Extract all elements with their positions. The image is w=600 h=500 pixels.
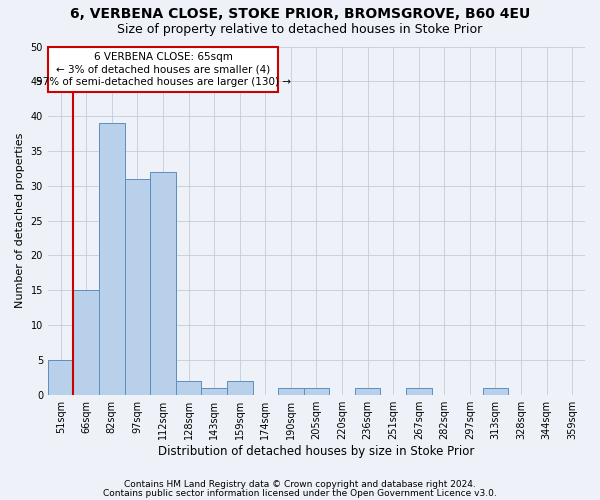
Bar bbox=[355, 388, 380, 394]
Bar bbox=[304, 388, 329, 394]
Bar bbox=[73, 290, 99, 395]
Text: 6, VERBENA CLOSE, STOKE PRIOR, BROMSGROVE, B60 4EU: 6, VERBENA CLOSE, STOKE PRIOR, BROMSGROV… bbox=[70, 8, 530, 22]
Text: ← 3% of detached houses are smaller (4): ← 3% of detached houses are smaller (4) bbox=[56, 64, 270, 74]
Text: 97% of semi-detached houses are larger (130) →: 97% of semi-detached houses are larger (… bbox=[35, 77, 290, 87]
Bar bbox=[202, 388, 227, 394]
Y-axis label: Number of detached properties: Number of detached properties bbox=[15, 133, 25, 308]
Text: 6 VERBENA CLOSE: 65sqm: 6 VERBENA CLOSE: 65sqm bbox=[94, 52, 232, 62]
Bar bbox=[150, 172, 176, 394]
Bar bbox=[125, 179, 150, 394]
Text: Size of property relative to detached houses in Stoke Prior: Size of property relative to detached ho… bbox=[118, 22, 482, 36]
Bar bbox=[278, 388, 304, 394]
Bar bbox=[48, 360, 73, 394]
FancyBboxPatch shape bbox=[48, 46, 278, 92]
Bar bbox=[482, 388, 508, 394]
Bar bbox=[227, 381, 253, 394]
X-axis label: Distribution of detached houses by size in Stoke Prior: Distribution of detached houses by size … bbox=[158, 444, 475, 458]
Bar bbox=[406, 388, 431, 394]
Bar bbox=[176, 381, 202, 394]
Text: Contains public sector information licensed under the Open Government Licence v3: Contains public sector information licen… bbox=[103, 488, 497, 498]
Bar bbox=[99, 123, 125, 394]
Text: Contains HM Land Registry data © Crown copyright and database right 2024.: Contains HM Land Registry data © Crown c… bbox=[124, 480, 476, 489]
